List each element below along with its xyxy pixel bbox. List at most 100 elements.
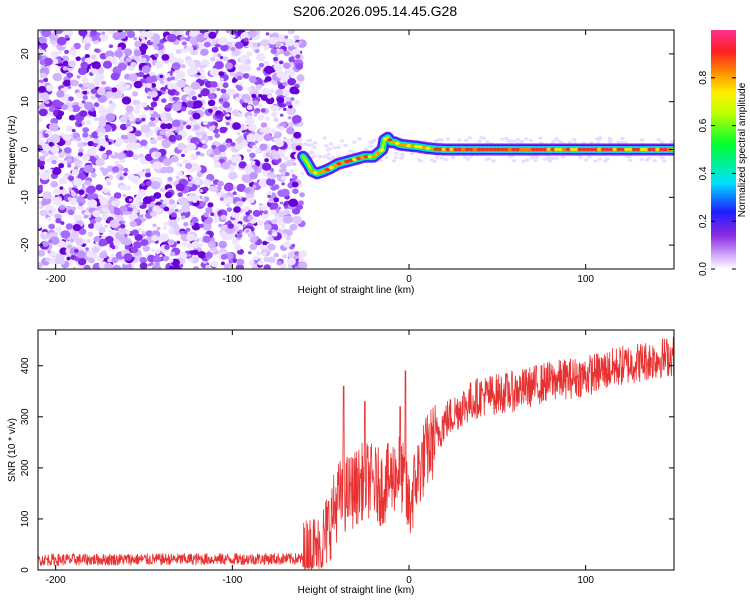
noise-speckle bbox=[293, 42, 300, 48]
noise-speckle bbox=[100, 239, 108, 246]
signal-track-core bbox=[476, 147, 482, 152]
noise-speckle bbox=[273, 117, 279, 123]
noise-speckle bbox=[259, 114, 265, 119]
noise-speckle bbox=[83, 36, 93, 44]
noise-speckle bbox=[246, 115, 252, 120]
signal-track-core bbox=[433, 147, 439, 151]
noise-speckle bbox=[236, 223, 242, 228]
noise-speckle bbox=[351, 140, 357, 144]
noise-speckle bbox=[292, 162, 297, 166]
noise-speckle bbox=[75, 237, 85, 246]
noise-speckle bbox=[200, 49, 208, 56]
noise-speckle bbox=[628, 158, 633, 162]
noise-speckle bbox=[364, 147, 369, 151]
noise-speckle bbox=[148, 110, 154, 115]
noise-speckle bbox=[204, 136, 209, 140]
noise-speckle bbox=[262, 60, 270, 68]
noise-speckle bbox=[101, 80, 107, 85]
noise-speckle bbox=[90, 88, 98, 94]
noise-speckle bbox=[504, 136, 509, 140]
noise-speckle bbox=[81, 77, 89, 83]
noise-speckle bbox=[77, 152, 84, 157]
noise-speckle bbox=[107, 259, 111, 262]
noise-speckle bbox=[256, 219, 264, 226]
noise-speckle bbox=[199, 68, 206, 74]
noise-speckle bbox=[639, 157, 644, 162]
noise-speckle bbox=[191, 96, 197, 101]
noise-speckle bbox=[93, 264, 98, 269]
noise-speckle bbox=[167, 239, 175, 246]
noise-speckle bbox=[246, 87, 252, 92]
noise-speckle bbox=[227, 223, 234, 229]
noise-speckle bbox=[182, 147, 189, 154]
noise-speckle bbox=[76, 196, 85, 204]
figure-title: S206.2026.095.14.45.G28 bbox=[293, 3, 457, 19]
noise-speckle bbox=[68, 96, 74, 102]
noise-speckle bbox=[116, 83, 121, 87]
noise-speckle bbox=[203, 179, 212, 187]
spectrogram-y-ticks: -20 -10 0 10 20 bbox=[20, 48, 674, 252]
spectrogram-signal-track bbox=[297, 131, 674, 180]
noise-speckle bbox=[465, 157, 471, 161]
noise-speckle bbox=[216, 186, 222, 191]
noise-speckle bbox=[180, 106, 187, 112]
noise-speckle bbox=[211, 46, 219, 53]
noise-speckle bbox=[275, 41, 282, 47]
noise-speckle bbox=[48, 106, 56, 113]
noise-speckle bbox=[76, 137, 82, 142]
noise-speckle bbox=[605, 157, 610, 161]
noise-speckle bbox=[128, 113, 134, 118]
noise-speckle bbox=[75, 155, 81, 160]
noise-speckle bbox=[252, 100, 259, 106]
noise-speckle bbox=[220, 89, 225, 93]
noise-speckle bbox=[521, 159, 526, 163]
noise-speckle bbox=[392, 159, 397, 163]
noise-speckle bbox=[65, 223, 74, 230]
noise-speckle bbox=[38, 185, 43, 191]
noise-speckle bbox=[92, 143, 98, 148]
noise-speckle bbox=[555, 139, 560, 143]
noise-speckle bbox=[172, 96, 178, 102]
noise-speckle bbox=[72, 224, 82, 232]
noise-speckle bbox=[193, 266, 199, 269]
y-tick-label: 200 bbox=[20, 459, 31, 476]
noise-speckle bbox=[288, 198, 299, 207]
noise-speckle bbox=[516, 137, 521, 141]
noise-speckle bbox=[284, 35, 289, 39]
noise-speckle bbox=[119, 176, 124, 180]
noise-speckle bbox=[196, 33, 206, 43]
noise-speckle bbox=[270, 209, 277, 215]
noise-speckle bbox=[97, 105, 106, 112]
colorbar-tick-label: 0.4 bbox=[698, 166, 709, 180]
noise-speckle bbox=[154, 119, 159, 124]
noise-speckle bbox=[133, 49, 142, 57]
signal-track-core bbox=[651, 147, 657, 152]
noise-speckle bbox=[105, 177, 112, 184]
spectrogram-x-axis-label: Height of straight line (km) bbox=[298, 285, 415, 296]
noise-speckle bbox=[326, 152, 331, 157]
noise-speckle bbox=[183, 86, 192, 94]
noise-speckle bbox=[205, 264, 210, 269]
noise-speckle bbox=[232, 154, 236, 158]
noise-speckle bbox=[256, 135, 263, 142]
noise-speckle bbox=[120, 134, 127, 140]
signal-track-core bbox=[445, 147, 451, 152]
signal-track-core bbox=[662, 147, 669, 152]
noise-speckle bbox=[68, 187, 72, 191]
snr-x-ticks: -200 -100 0 100 bbox=[46, 330, 594, 586]
noise-speckle bbox=[133, 200, 141, 208]
y-tick-label: 0 bbox=[20, 567, 31, 573]
noise-speckle bbox=[102, 187, 109, 194]
noise-speckle bbox=[209, 68, 219, 77]
noise-speckle bbox=[295, 145, 302, 151]
signal-track-core bbox=[627, 147, 634, 152]
noise-speckle bbox=[105, 107, 114, 115]
noise-speckle bbox=[646, 156, 652, 161]
noise-speckle bbox=[151, 234, 159, 242]
noise-speckle bbox=[141, 117, 146, 122]
noise-speckle bbox=[77, 67, 88, 76]
noise-speckle bbox=[43, 77, 49, 83]
noise-speckle bbox=[567, 140, 573, 144]
signal-track-core bbox=[332, 163, 338, 168]
signal-track-core bbox=[655, 147, 661, 152]
